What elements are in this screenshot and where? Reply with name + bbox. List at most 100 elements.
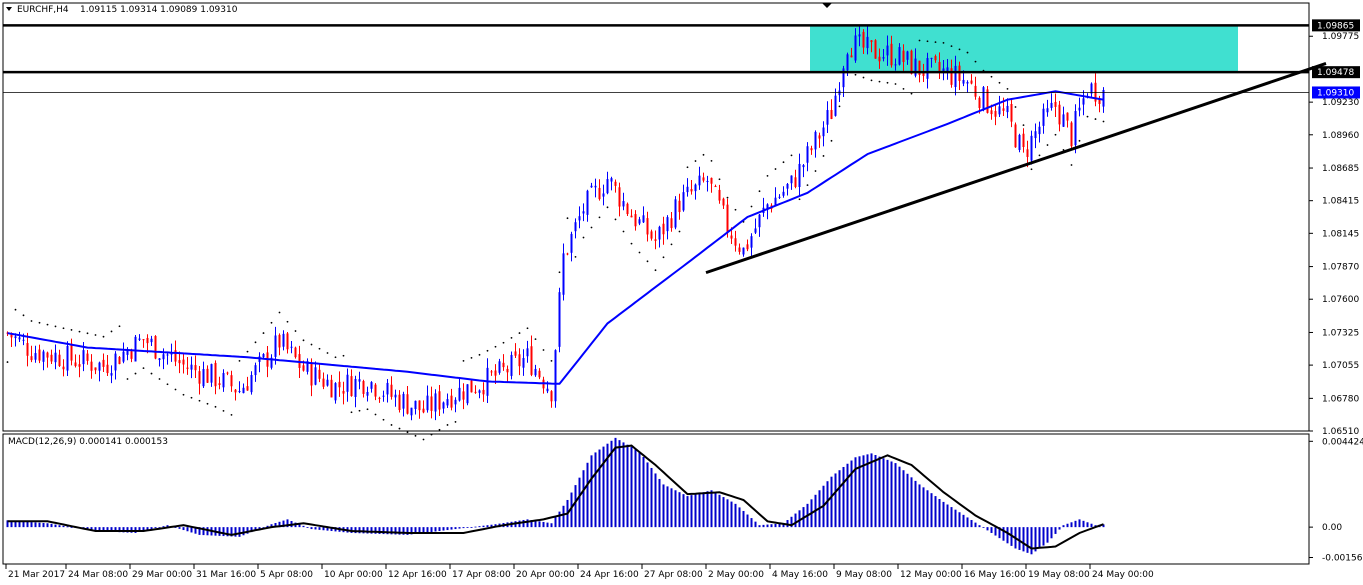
macd-tick-label: 0.00	[1322, 523, 1342, 533]
candle-body	[1042, 108, 1045, 126]
macd-bar	[62, 525, 65, 528]
price-tick-label: 1.08685	[1322, 164, 1359, 174]
candle-body	[478, 390, 481, 393]
sar-dot	[750, 205, 753, 208]
sar-dot	[990, 75, 993, 78]
macd-bar	[762, 524, 765, 528]
candle-body	[990, 110, 993, 115]
collapse-triangle-icon[interactable]	[6, 7, 12, 11]
sar-dot	[886, 81, 889, 84]
price-tag-bg	[1312, 66, 1360, 79]
sar-dot	[6, 361, 9, 363]
time-tick-label: 4 May 16:00	[772, 570, 828, 580]
macd-bar	[570, 492, 573, 528]
candle-body	[430, 396, 433, 411]
candle-body	[410, 407, 413, 416]
candle-body	[702, 177, 705, 181]
macd-bar	[358, 527, 361, 534]
sar-dot	[814, 170, 817, 172]
candle-body	[230, 375, 233, 387]
sar-dot	[1054, 133, 1057, 136]
macd-bar	[270, 524, 273, 528]
sar-dot	[446, 424, 449, 426]
candle-body	[110, 373, 113, 376]
candle-body	[90, 361, 93, 371]
candle-body	[994, 110, 997, 117]
sar-dot	[790, 154, 793, 157]
price-tick-label: 1.09775	[1322, 32, 1359, 42]
candle-body	[210, 364, 213, 383]
sar-dot	[894, 83, 897, 85]
macd-bar	[826, 481, 829, 528]
macd-bar	[926, 490, 929, 528]
candle-body	[1050, 102, 1053, 108]
macd-bar	[122, 527, 125, 533]
candle-body	[842, 68, 845, 88]
macd-bar	[1026, 527, 1029, 553]
macd-bar	[390, 527, 393, 535]
candle-body	[614, 181, 617, 186]
macd-bar	[302, 525, 305, 528]
price-panel[interactable]	[2, 2, 1310, 432]
candle-body	[1102, 89, 1105, 107]
sar-dot	[310, 343, 313, 346]
sar-dot	[30, 320, 33, 322]
macd-bar	[106, 527, 109, 532]
candle-body	[886, 45, 889, 56]
time-tick-label: 24 Apr 16:00	[580, 570, 639, 580]
support-trendline[interactable]	[705, 62, 1327, 275]
sar-dot	[806, 184, 809, 187]
candle-body	[82, 350, 85, 365]
sar-dot	[774, 168, 777, 170]
candle-body	[822, 127, 825, 137]
candle-body	[922, 72, 925, 76]
macd-bar	[206, 527, 209, 536]
candle-body	[490, 371, 493, 373]
candle-body	[598, 187, 601, 200]
sar-dot	[38, 321, 41, 324]
candle-body	[178, 360, 181, 364]
candle-body	[470, 380, 473, 393]
candle-body	[54, 352, 57, 363]
sar-dot	[798, 198, 801, 201]
candle-body	[914, 58, 917, 76]
candle-body	[518, 354, 521, 367]
shift-marker-icon[interactable]	[822, 3, 832, 8]
candle-body	[682, 192, 685, 211]
chart-symbol: EURCHF,H4	[17, 5, 69, 15]
candle-body	[826, 110, 829, 125]
candle-body	[338, 381, 341, 388]
candle-body	[382, 395, 385, 397]
time-tick-label: 9 May 08:00	[836, 570, 892, 580]
sar-dot	[670, 243, 673, 246]
macd-bar	[798, 510, 801, 528]
candle-body	[114, 353, 117, 371]
candle-body	[426, 395, 429, 411]
time-tick-label: 31 Mar 16:00	[196, 570, 256, 580]
candle-body	[1014, 124, 1017, 148]
candle-body	[666, 217, 669, 232]
candle-body	[78, 364, 81, 367]
macd-bar	[666, 486, 669, 528]
candle-body	[694, 184, 697, 192]
sar-dot	[1078, 139, 1081, 142]
candle-body	[238, 391, 241, 393]
candle-body	[422, 408, 425, 413]
macd-bar	[634, 449, 637, 528]
candle-body	[586, 190, 589, 215]
sar-dot	[838, 105, 841, 108]
macd-bar	[582, 470, 585, 528]
macd-tick-label: 0.004424	[1322, 437, 1363, 447]
resistance-lines[interactable]	[3, 24, 1309, 74]
sar-dot	[854, 73, 857, 76]
time-tick-label: 5 Apr 08:00	[260, 570, 313, 580]
sar-dot	[390, 424, 393, 426]
macd-bar	[998, 527, 1001, 539]
candle-body	[330, 379, 333, 398]
sar-dot	[22, 314, 25, 317]
time-tick-label: 29 Mar 00:00	[132, 570, 192, 580]
candle-body	[418, 400, 421, 411]
sar-dot	[646, 260, 649, 263]
macd-bar	[474, 526, 477, 528]
